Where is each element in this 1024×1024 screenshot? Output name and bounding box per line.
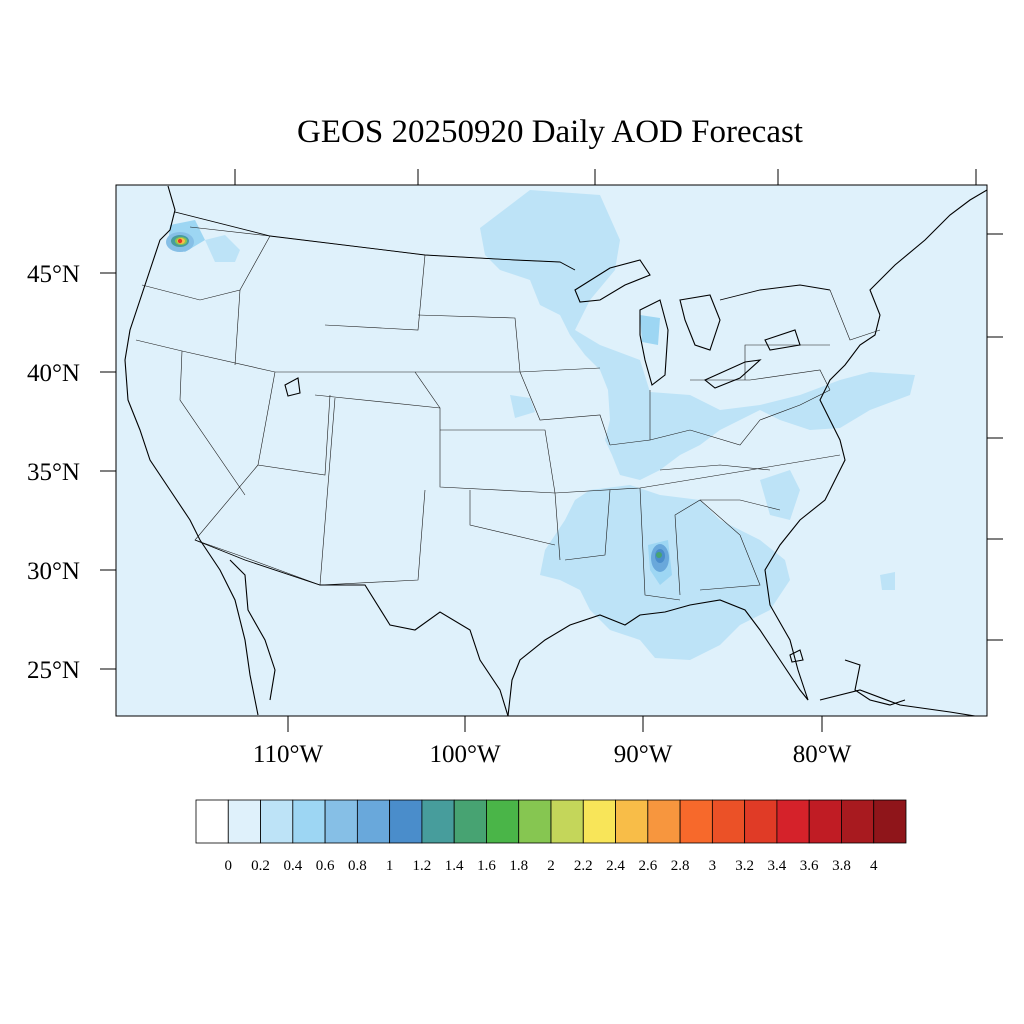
colorbar-swatch — [615, 799, 649, 844]
map-frame — [115, 184, 988, 717]
colorbar-label: 0.8 — [348, 858, 367, 874]
country-boundaries — [174, 211, 831, 586]
colorbar-swatch — [808, 799, 842, 844]
map-title: GEOS 20250920 Daily AOD Forecast — [297, 114, 803, 150]
bahamas — [844, 659, 906, 706]
colorbar-label: 1.4 — [445, 858, 464, 874]
lon-label: 90°W — [614, 741, 673, 768]
colorbar-label: 0.2 — [251, 858, 270, 874]
colorbar-label: 3.2 — [735, 858, 754, 874]
colorbar-label: 2.8 — [671, 858, 690, 874]
colorbar-swatch — [453, 799, 487, 844]
colorbar-label: 2 — [547, 858, 555, 874]
colorbar-label: 1 — [386, 858, 394, 874]
colorbar-swatch — [356, 799, 391, 844]
great-salt-lake — [284, 377, 301, 397]
colorbar-swatch — [776, 799, 810, 844]
latitude-labels: 45°N 40°N 35°N 30°N 25°N — [27, 261, 80, 684]
colorbar-swatch — [711, 799, 746, 844]
cuba — [819, 689, 976, 716]
lat-label: 45°N — [27, 261, 80, 288]
idaho-haze — [205, 235, 240, 262]
offshore-haze — [880, 572, 895, 590]
aod-field — [124, 185, 987, 716]
lon-label: 80°W — [793, 741, 852, 768]
lat-label: 25°N — [27, 657, 80, 684]
colorbar-label: 3.4 — [768, 858, 787, 874]
colorbar-label: 0.6 — [316, 858, 335, 874]
colorbar-label: 3 — [709, 858, 717, 874]
colorbar-swatch — [647, 799, 681, 844]
colorbar-swatch — [486, 799, 520, 844]
colorbar-swatch — [389, 799, 423, 844]
colorbar: 0 0.2 0.4 0.6 0.8 1 1.2 1.4 1.6 1.8 2 2.2 2.4 2.6 2.8 3… — [195, 799, 907, 874]
colorbar-label: 1.6 — [477, 858, 496, 874]
lake-michigan — [639, 299, 669, 386]
colorbar-label: 0.4 — [283, 858, 302, 874]
colorbar-swatch — [260, 799, 294, 844]
lake-huron — [679, 294, 721, 351]
colorbar-swatch — [679, 799, 713, 844]
colorbar-label: 3.6 — [800, 858, 819, 874]
coastlines — [124, 185, 987, 716]
lon-label: 100°W — [429, 741, 500, 768]
colorbar-label: 4 — [870, 858, 878, 874]
longitude-labels: 110°W 100°W 90°W 80°W — [253, 741, 852, 768]
colorbar-label: 2.6 — [638, 858, 657, 874]
colorbar-swatch — [873, 799, 907, 844]
colorbar-swatch — [841, 799, 875, 844]
lake-superior — [574, 259, 651, 303]
colorbar-label: 1.8 — [509, 858, 528, 874]
washington-smoke-plume — [166, 232, 194, 252]
map-panel: 45°N 40°N 35°N 30°N 25°N 110°W 100°W 90°… — [27, 169, 1003, 768]
lake-erie — [703, 359, 762, 389]
lat-label: 35°N — [27, 459, 80, 486]
colorbar-swatch — [421, 799, 455, 844]
colorbar-swatch — [227, 799, 261, 844]
alabama-hotspot — [651, 544, 669, 572]
colorbar-swatch — [292, 799, 326, 844]
state-boundaries — [135, 226, 881, 601]
lake-ontario — [764, 329, 801, 351]
colorbar-label: 2.2 — [574, 858, 593, 874]
plains-haze — [510, 395, 535, 418]
great-lakes-haze — [480, 190, 915, 480]
map-ticks — [100, 169, 1003, 732]
lon-label: 110°W — [253, 741, 324, 768]
colorbar-swatch — [550, 799, 584, 844]
lat-label: 40°N — [27, 360, 80, 387]
lat-label: 30°N — [27, 558, 80, 585]
colorbar-label: 3.8 — [832, 858, 851, 874]
colorbar-label: 2.4 — [606, 858, 625, 874]
colorbar-label: 1.2 — [413, 858, 432, 874]
colorbar-swatch — [744, 799, 778, 844]
colorbar-label: 0 — [225, 858, 233, 874]
colorbar-swatch — [518, 799, 552, 844]
colorbar-swatch — [195, 799, 229, 844]
lake-okeechobee — [789, 649, 804, 663]
colorbar-swatch — [324, 799, 358, 844]
colorbar-swatch — [582, 799, 616, 844]
